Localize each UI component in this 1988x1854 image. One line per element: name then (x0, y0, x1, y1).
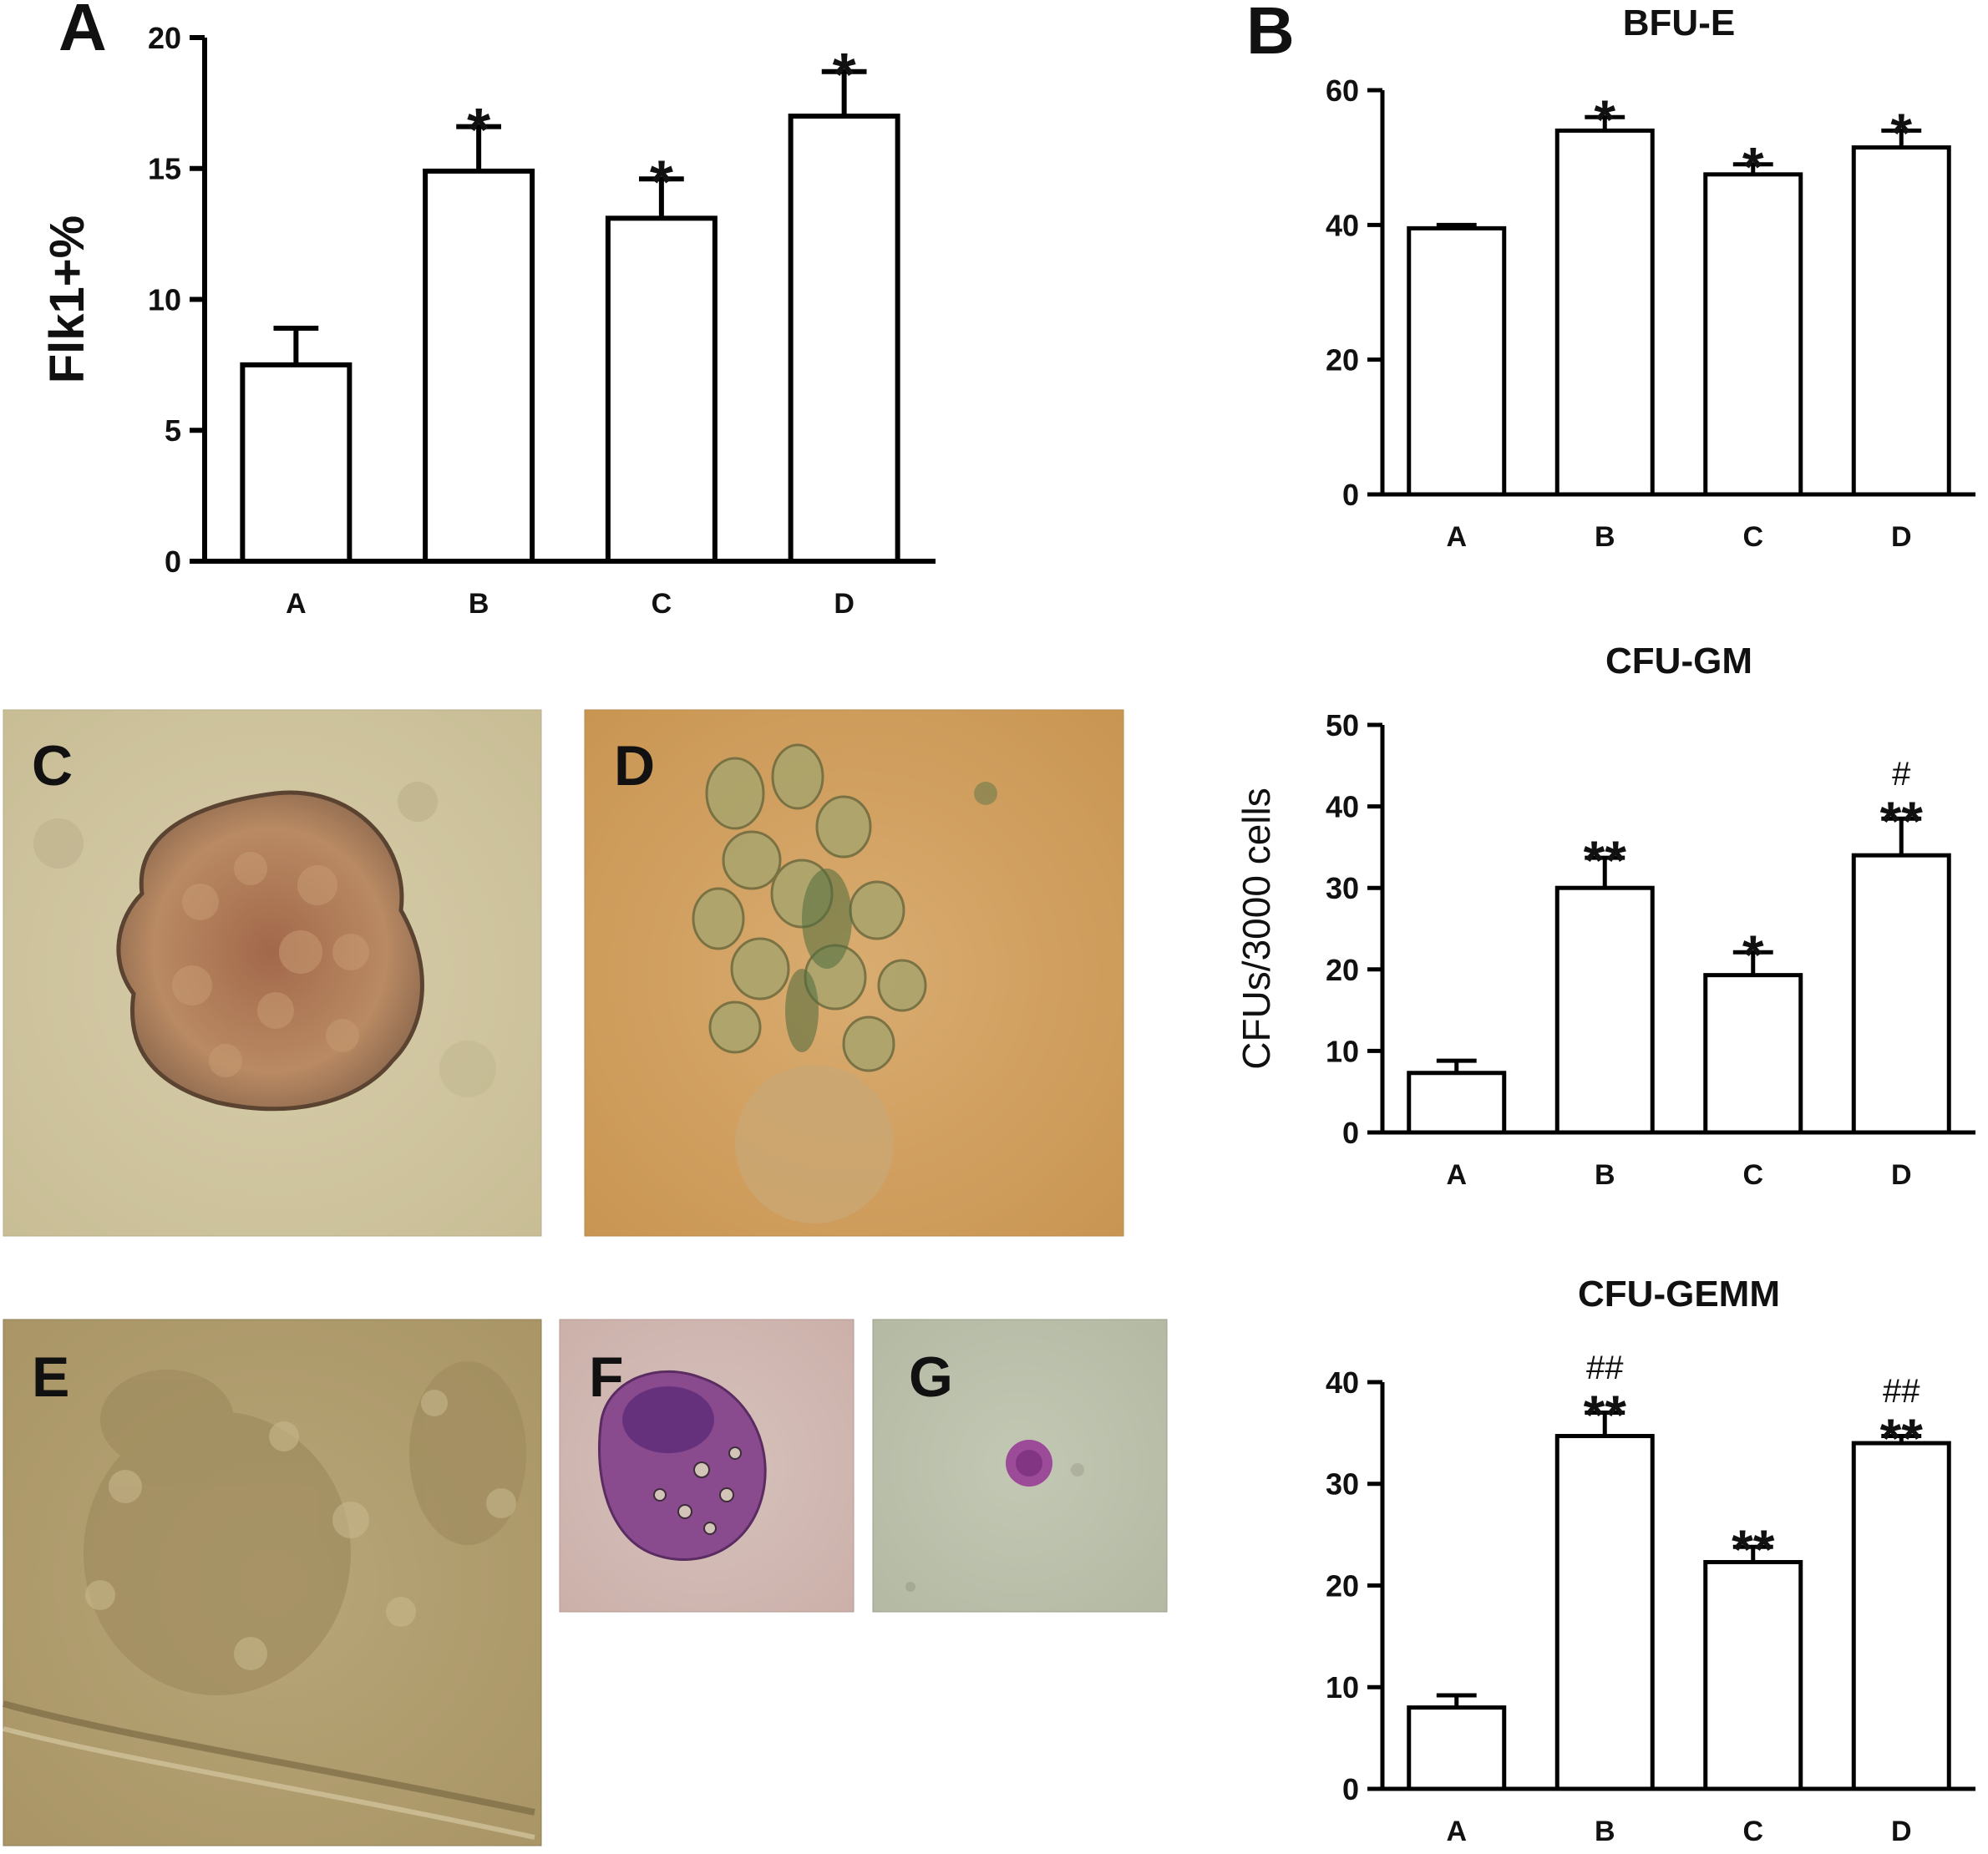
bar-b (1554, 1434, 1655, 1791)
bar-d (1851, 1441, 1951, 1791)
y-tick-label: 60 (1326, 73, 1359, 108)
significance-marker: ** (1880, 790, 1924, 852)
significance-marker: ** (1880, 1407, 1924, 1469)
bar-a (1407, 225, 1507, 497)
significance-marker: ** (1584, 1384, 1627, 1446)
y-tick-label: 15 (148, 152, 181, 186)
panel-letter-a: A (58, 0, 107, 64)
panel-letter-c: C (32, 734, 73, 798)
y-tick-label: 30 (1326, 871, 1359, 905)
bar-b (1554, 885, 1655, 1135)
y-tick-label: 40 (1326, 1365, 1359, 1400)
category-label: B (1595, 1816, 1615, 1847)
y-tick-label: 5 (165, 413, 181, 448)
category-label: B (1595, 521, 1615, 553)
category-label: D (1891, 1159, 1912, 1191)
y-tick-label: 20 (1326, 343, 1359, 377)
bar-a (240, 362, 352, 564)
significance-marker: * (467, 97, 490, 164)
bar-a (1407, 1705, 1507, 1791)
bar-c (1703, 172, 1803, 497)
bar-b (1554, 128, 1655, 497)
y-tick-label: 0 (1342, 1116, 1359, 1150)
significance-marker: ** (1732, 1518, 1775, 1580)
bar-d (1851, 145, 1951, 497)
category-label: C (1742, 1159, 1763, 1191)
category-label: B (469, 588, 489, 620)
significance-marker: * (1890, 102, 1912, 164)
panel-letter-f: F (589, 1345, 624, 1409)
significance-marker: * (833, 42, 856, 109)
y-tick-label: 10 (1326, 1670, 1359, 1705)
chart-cfu-gm-plot: 0 10 20 30 40 50 CFU-GM CFUs/3000 cells A B ** C * D *… (1235, 641, 1975, 1191)
hash-marker: # (1892, 756, 1911, 793)
y-tick-label: 20 (1326, 1568, 1359, 1603)
chart-cfu-gm: 0 10 20 30 40 50 CFU-GM CFUs/3000 cells A B ** C * D *… (1235, 641, 1975, 1191)
significance-marker: * (1594, 89, 1615, 150)
category-label: A (286, 588, 307, 620)
category-label: B (1595, 1159, 1615, 1191)
y-tick-label: 20 (1326, 953, 1359, 987)
y-tick-label: 50 (1326, 708, 1359, 742)
category-label: D (1891, 1816, 1912, 1847)
category-label: A (1446, 521, 1467, 553)
hash-marker: ## (1883, 1373, 1920, 1410)
chart-title: CFU-GM (1605, 641, 1752, 681)
panel-letter-b: B (1246, 0, 1295, 68)
category-label: C (1742, 1816, 1763, 1847)
y-tick-label: 30 (1326, 1467, 1359, 1502)
y-tick-label: 40 (1326, 208, 1359, 242)
hash-marker: ## (1586, 1350, 1624, 1386)
y-tick-label: 20 (148, 21, 181, 55)
y-tick-label: 10 (148, 282, 181, 317)
category-label: D (834, 588, 855, 620)
chart-bfu-e-plot: 0 20 40 60 BFU-E A B * C * D * (1326, 3, 1975, 553)
micrograph-g: G (872, 1319, 1168, 1613)
y-tick-label: 0 (1342, 478, 1359, 512)
y-axis-label: Flk1+% (40, 215, 94, 384)
panel-letter-g: G (909, 1345, 953, 1409)
chart-bfu-e: B 0 20 40 60 BFU-E A B * C * D * (1246, 0, 1975, 553)
micrograph-f: F (559, 1319, 855, 1613)
y-tick-label: 10 (1326, 1034, 1359, 1068)
micrograph-d: D (584, 709, 1124, 1237)
category-label: C (1742, 521, 1763, 553)
bar-c (1703, 1559, 1803, 1791)
category-label: A (1446, 1816, 1467, 1847)
y-tick-label: 0 (165, 545, 181, 579)
y-tick-label: 0 (1342, 1772, 1359, 1806)
category-label: C (652, 588, 672, 620)
chart-title: CFU-GEMM (1578, 1274, 1780, 1315)
panel-letter-d: D (614, 734, 655, 798)
significance-marker: * (1742, 135, 1764, 197)
bar-c (1703, 973, 1803, 1135)
significance-marker: * (1742, 924, 1764, 985)
significance-marker: ** (1584, 829, 1627, 891)
significance-marker: * (650, 149, 673, 216)
bar-d (1851, 853, 1951, 1135)
y-axis-label: CFUs/3000 cells (1235, 788, 1278, 1069)
panel-letter-e: E (32, 1345, 69, 1409)
category-label: A (1446, 1159, 1467, 1191)
chart-flk1: A 0 5 10 15 20 Flk1+% A B * C * D * (40, 0, 936, 620)
bar-b (423, 168, 535, 564)
micrograph-c: C (3, 709, 542, 1237)
bar-d (788, 114, 900, 565)
category-label: D (1891, 521, 1912, 553)
bar-c (605, 215, 718, 564)
micrograph-e: E (2, 1319, 542, 1846)
chart-flk1-plot: 0 5 10 15 20 Flk1+% A B * C * D * (40, 21, 936, 620)
bar-a (1407, 1071, 1507, 1135)
y-tick-label: 40 (1326, 790, 1359, 824)
chart-title: BFU-E (1623, 3, 1735, 43)
